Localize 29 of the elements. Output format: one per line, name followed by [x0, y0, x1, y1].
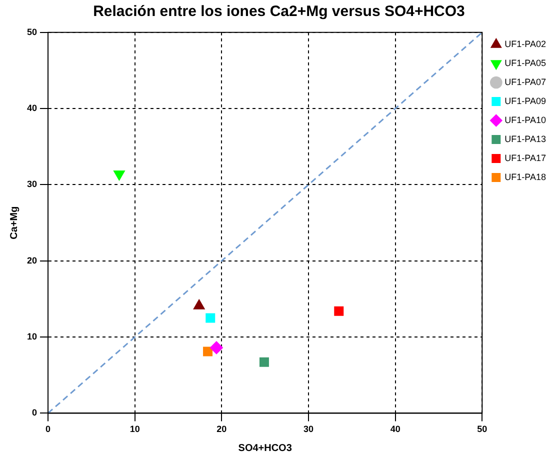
x-axis-title: SO4+HCO3 [238, 442, 292, 454]
point [334, 306, 344, 316]
y-axis-title: Ca+Mg [8, 206, 20, 240]
y-tick-label: 40 [26, 103, 38, 114]
y-tick-label: 20 [26, 255, 38, 266]
y-tick-label: 0 [32, 408, 38, 418]
legend-label: UF1-PA07 [504, 76, 546, 87]
x-tick-label: 30 [303, 424, 314, 434]
x-tick-label: 40 [390, 424, 400, 434]
point [259, 357, 269, 367]
legend-label: UF1-PA10 [504, 114, 546, 125]
legend-label: UF1-PA02 [504, 38, 546, 49]
legend-label: UF1-PA09 [504, 96, 546, 106]
y-tick-label: 30 [26, 179, 38, 190]
point [114, 170, 125, 181]
legend-label: UF1-PA17 [504, 152, 546, 163]
legend-label: UF1-PA05 [504, 58, 546, 68]
legend-label: UF1-PA13 [504, 134, 546, 144]
x-tick-label: 50 [477, 424, 488, 434]
y-tick-label: 50 [26, 26, 38, 37]
y-tick-label: 10 [26, 332, 38, 342]
point [206, 313, 216, 323]
point [203, 346, 213, 356]
x-tick-label: 0 [46, 424, 51, 434]
x-tick-label: 10 [130, 424, 140, 434]
chart-title: Relación entre los iones Ca2+Mg versus SO4+HCO3 [92, 2, 466, 22]
point [210, 341, 223, 354]
x-tick-label: 20 [216, 424, 227, 434]
legend-label: UF1-PA18 [504, 172, 546, 182]
